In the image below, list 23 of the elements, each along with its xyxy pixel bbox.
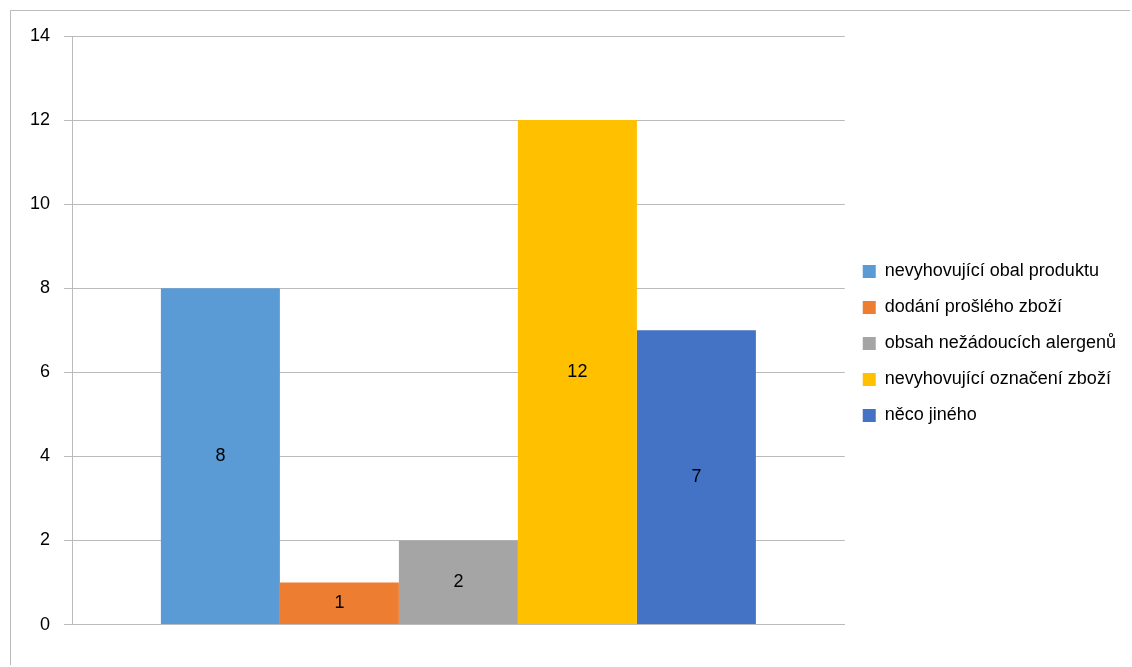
bar bbox=[398, 540, 518, 625]
y-tick-label: 14 bbox=[29, 24, 51, 45]
legend-label: obsah nežádoucích alergenů bbox=[884, 332, 1116, 353]
bar bbox=[636, 330, 756, 625]
y-tick-label: 10 bbox=[29, 193, 51, 214]
data-label: 2 bbox=[453, 571, 464, 592]
y-tick-label: 8 bbox=[40, 277, 51, 298]
data-label: 12 bbox=[567, 361, 588, 382]
bar bbox=[160, 288, 280, 625]
y-tick-label: 4 bbox=[40, 445, 51, 466]
data-label: 7 bbox=[691, 466, 702, 487]
bar bbox=[279, 582, 399, 625]
legend-label: dodání prošlého zboží bbox=[884, 296, 1062, 317]
y-tick-label: 2 bbox=[40, 529, 51, 550]
data-label: 8 bbox=[215, 445, 226, 466]
y-tick-label: 0 bbox=[40, 613, 51, 634]
y-tick-label: 12 bbox=[29, 109, 51, 130]
data-label: 1 bbox=[334, 592, 345, 613]
legend-label: něco jiného bbox=[884, 404, 977, 425]
bar bbox=[517, 120, 637, 625]
y-tick-label: 6 bbox=[40, 361, 51, 382]
legend-label: nevyhovující označení zboží bbox=[884, 368, 1111, 389]
legend-label: nevyhovující obal produktu bbox=[884, 260, 1099, 281]
